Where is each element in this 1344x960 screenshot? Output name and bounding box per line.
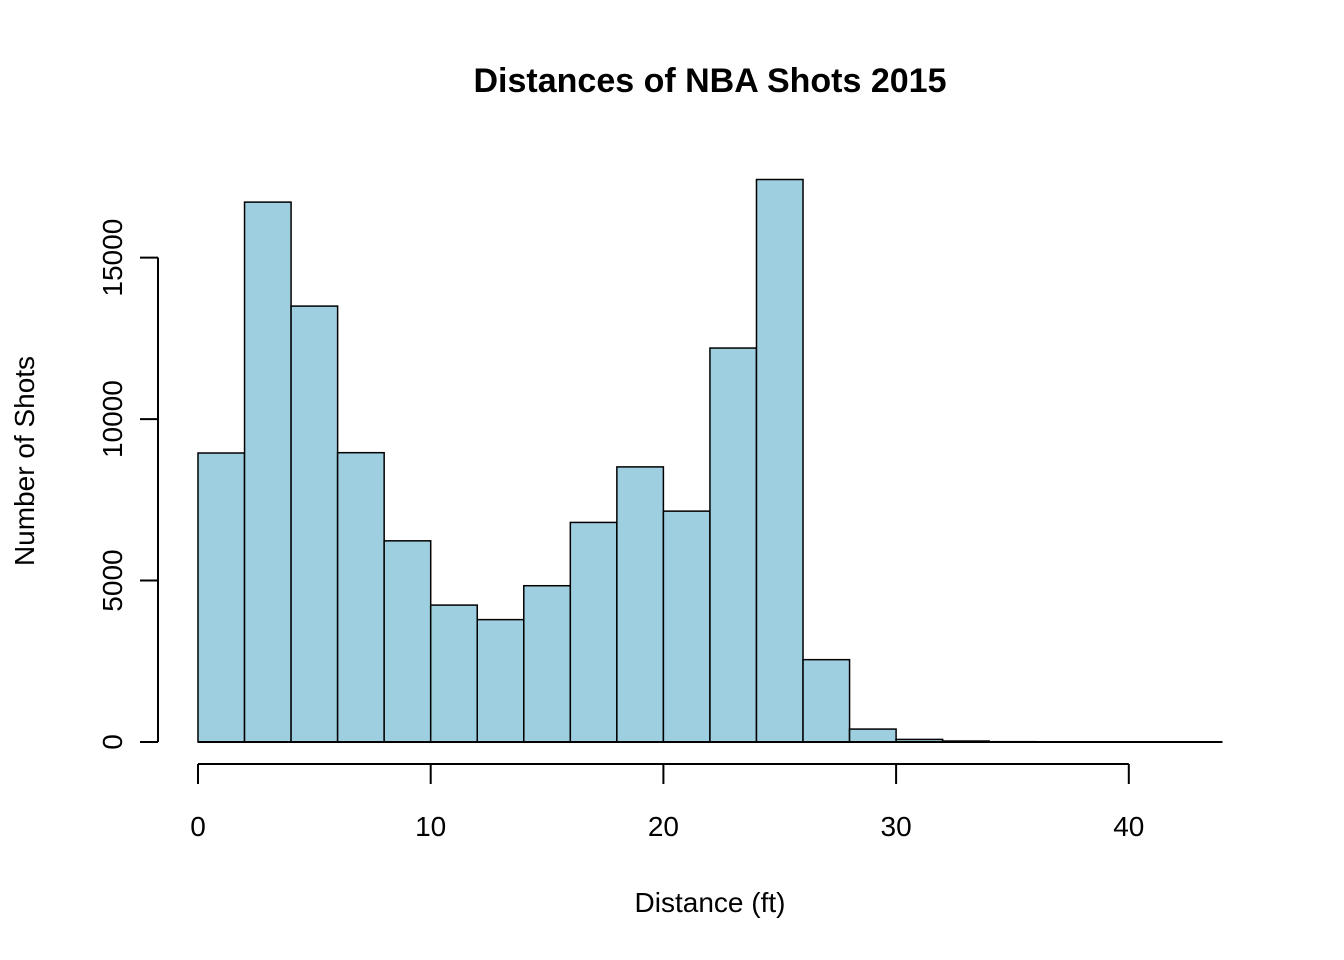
y-axis: 0 5000 10000 15000 [97,219,159,750]
histogram-bar-4-6 [290,305,339,743]
histogram-bar-8-10 [383,540,432,743]
histogram-bar-0-2 [197,452,246,743]
x-tick-label-20: 20 [648,811,679,842]
chart-title: Distances of NBA Shots 2015 [474,62,947,100]
bars-group [197,178,1223,743]
histogram-bar-12-14 [476,618,525,743]
y-tick-label-10000: 10000 [97,380,128,458]
y-axis-label: Number of Shots [9,356,40,566]
x-tick-label-30: 30 [881,811,912,842]
histogram-bar-14-16 [523,584,572,743]
x-tick-label-0: 0 [190,811,206,842]
x-tick-label-10: 10 [415,811,446,842]
x-axis: 0 10 20 30 40 [190,763,1144,842]
y-tick-label-5000: 5000 [97,549,128,611]
histogram-bar-18-20 [616,466,665,743]
x-axis-label: Distance (ft) [635,887,786,918]
histogram-bar-24-26 [755,178,804,743]
x-tick-label-40: 40 [1113,811,1144,842]
histogram-bar-10-12 [429,604,478,743]
histogram-bar-2-4 [243,201,292,743]
histogram-bar-26-28 [802,658,851,743]
histogram-bar-6-8 [336,451,385,743]
histogram-bar-16-18 [569,521,618,743]
histogram-bar-22-24 [709,347,758,743]
y-tick-label-0: 0 [97,734,128,750]
histogram-bar-20-22 [662,510,711,743]
histogram-bar-28-30 [848,728,897,743]
y-tick-label-15000: 15000 [97,219,128,297]
